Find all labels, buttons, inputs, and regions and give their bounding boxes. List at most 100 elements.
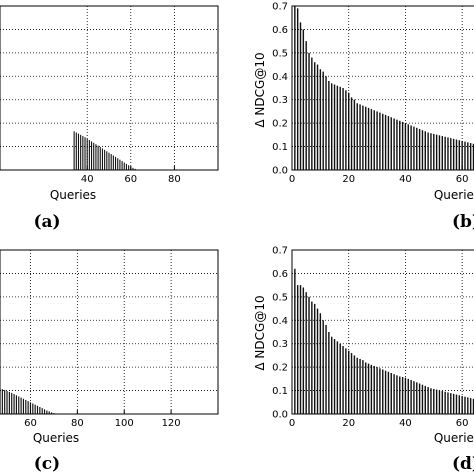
panel-b-bar [328,80,330,170]
panel-c-bar [6,391,8,414]
panel-a-bar [104,149,106,170]
panel-b-bar [472,143,474,170]
panel-a-bar [128,165,130,170]
panel-b-bar [450,138,452,170]
panel-d-bar [322,320,324,414]
panel-b-bar [438,135,441,170]
panel-b-bar [313,62,316,171]
panel-d-bar [342,346,344,414]
panel-d-bar [404,377,407,414]
panel-a-label: (a) [33,212,60,232]
panel-d-bar [390,373,392,414]
panel-b-bar [441,136,444,170]
panel-d-bar [365,362,367,414]
panel-b-y-tick-label: 0.6 [272,25,288,36]
panel-c: 60 80 100 120 Queries (c) [0,249,219,474]
panel-b-y-tick-label: 0.4 [272,72,288,83]
panel-d-y-tick-label: 0.3 [272,339,288,350]
panel-c-bar [43,409,46,414]
panel-b-x-axis-label: Queries [434,188,474,202]
panel-b-y-tick-label: 0.3 [272,95,288,106]
panel-d-bar [333,339,336,414]
panel-b-bars [294,6,474,171]
panel-d-bar [435,389,438,414]
panel-d-bar [311,301,313,414]
panel-a-x-axis-label: Queries [50,188,96,202]
panel-d-bar [339,343,341,414]
panel-a-bar [119,159,121,170]
panel-a-x-ticks: 40 60 80 [81,166,181,185]
panel-d-bar [472,398,474,414]
panel-c-bar [36,405,39,414]
panel-b-bar [348,92,350,170]
panel-c-bar [27,401,29,414]
panel-a-bar [132,167,134,170]
panel-d-bar [353,355,356,414]
panel-b: 0 20 40 60 0.0 0.1 0.2 0.3 0.4 0.5 0.6 0.7 Queries… [253,2,474,232]
panel-d-y-tick-label: 0.2 [272,363,288,374]
panel-d-bar [424,385,426,414]
panel-b-bar [413,126,415,170]
panel-a-bar [125,163,127,170]
panel-a: 40 60 80 Queries (a) [0,5,219,232]
panel-b-bar [435,134,438,170]
panel-b-bar [299,22,302,171]
panel-b-bar [399,120,401,170]
panel-d-bar [345,348,347,414]
panel-b-bar [330,83,333,170]
panel-d-x-tick-label: 60 [456,418,469,429]
panel-b-bar [296,8,299,171]
panel-b-bar [455,139,458,170]
panel-b-bar [447,137,449,170]
panel-a-grid [0,6,218,170]
panel-d-bar [393,374,395,414]
panel-d-y-axis-label: Δ NDCG@10 [253,295,267,370]
panel-a-bar [123,162,125,170]
panel-a-bar [106,151,108,170]
panel-c-bar [25,399,27,414]
panel-d-bar [362,360,364,414]
panel-d-x-axis-label: Queries [434,431,474,445]
panel-d-bar [302,287,305,414]
panel-b-bar [342,88,344,170]
panel-d-bar [413,381,415,414]
panel-a-bar [117,158,119,170]
panel-a-bar [80,134,82,170]
panel-b-bar [379,112,381,170]
panel-d-y-tick-label: 0.4 [272,316,288,327]
panel-b-bar [452,138,455,170]
panel-b-y-tick-label: 0.7 [272,2,288,13]
panel-b-bar [404,123,407,170]
panel-b-bar [424,131,426,170]
panel-c-bar [39,406,41,414]
panel-b-bar [421,130,424,170]
panel-b-bar [333,84,336,170]
panel-d-bar [433,388,435,414]
panel-b-bar [461,140,463,170]
panel-d-y-ticks: 0.0 0.1 0.2 0.3 0.4 0.5 0.6 0.7 [272,246,288,421]
panel-d-bar [359,358,361,414]
panel-c-bar [1,389,3,414]
panel-d-bar [336,341,339,414]
panel-d-bar [396,375,398,414]
panel-d-bar [367,363,370,414]
panel-d-bar [407,378,409,414]
panel-b-bar [325,76,327,170]
panel-c-bar [18,396,20,414]
panel-b-bar [319,69,322,170]
panel-a-frame [0,5,219,171]
panel-d-bar [438,390,441,414]
panel-d-bar [328,332,330,414]
panel-a-bar [93,142,95,170]
panel-a-bar [97,145,99,170]
panel-d-bar [294,268,296,414]
panel-d-bar [447,392,449,414]
panel-d-frame [291,249,474,415]
panel-d-bar [421,384,424,414]
panel-d: 0 20 40 60 0.0 0.1 0.2 0.3 0.4 0.5 0.6 0.7 Queries… [253,246,474,474]
panel-d-bar [308,296,310,414]
panel-a-bar [86,138,88,170]
panel-b-bar [401,121,404,170]
panel-c-bar [4,390,6,414]
